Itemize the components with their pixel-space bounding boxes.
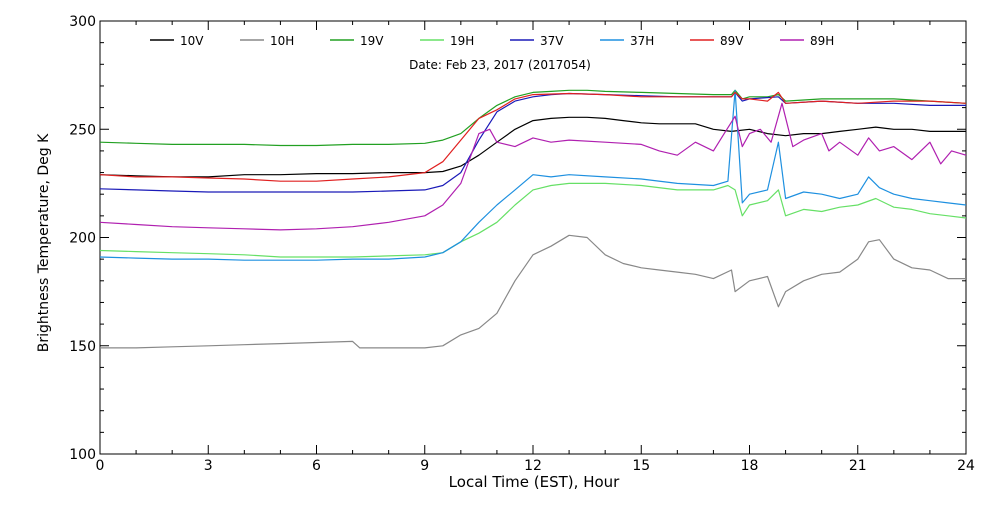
series-line-37h: [99, 89, 967, 261]
series-line-89v: [99, 91, 967, 182]
y-axis-label: Brightness Temperature, Deg K: [36, 133, 52, 352]
legend: 10V 10H 19V 19H 37V 37H 89V 89H: [150, 34, 834, 48]
legend-label-37h: 37H: [630, 34, 654, 48]
x-tick-label: 12: [524, 458, 542, 474]
x-axis-label: Local Time (EST), Hour: [449, 473, 620, 491]
x-tick-label: 6: [312, 458, 321, 474]
axes: 0 3 6 9 12 15 18 21 24 100 150 200 250 300: [69, 14, 975, 474]
series-lines: [99, 89, 967, 349]
x-tick-label: 18: [741, 458, 759, 474]
y-tick-label: 100: [69, 447, 96, 463]
plot-frame: [99, 20, 967, 455]
x-tick-label: 9: [420, 458, 429, 474]
legend-label-37v: 37V: [540, 34, 564, 48]
series-line-89h: [99, 102, 967, 231]
legend-label-19h: 19H: [450, 34, 474, 48]
x-tick-label: 15: [632, 458, 650, 474]
y-tick-label: 200: [69, 231, 96, 247]
x-tick-label: 3: [204, 458, 213, 474]
legend-label-10h: 10H: [270, 34, 294, 48]
series-line-10h: [100, 234, 966, 349]
series-line-10v: [99, 116, 966, 178]
chart-title: Date: Feb 23, 2017 (2017054): [409, 58, 591, 72]
x-tick-label: 21: [849, 458, 867, 474]
series-line-19v: [99, 89, 967, 147]
y-tick-label: 300: [69, 14, 96, 30]
legend-label-89h: 89H: [810, 34, 834, 48]
legend-label-89v: 89V: [720, 34, 744, 48]
y-tick-label: 150: [69, 339, 96, 355]
series-line-37v: [99, 91, 966, 193]
x-tick-label: 0: [96, 458, 105, 474]
legend-label-10v: 10V: [180, 34, 204, 48]
legend-label-19v: 19V: [360, 34, 384, 48]
series-line-19h: [99, 182, 967, 258]
y-tick-label: 250: [69, 122, 96, 138]
x-tick-label: 24: [957, 458, 975, 474]
